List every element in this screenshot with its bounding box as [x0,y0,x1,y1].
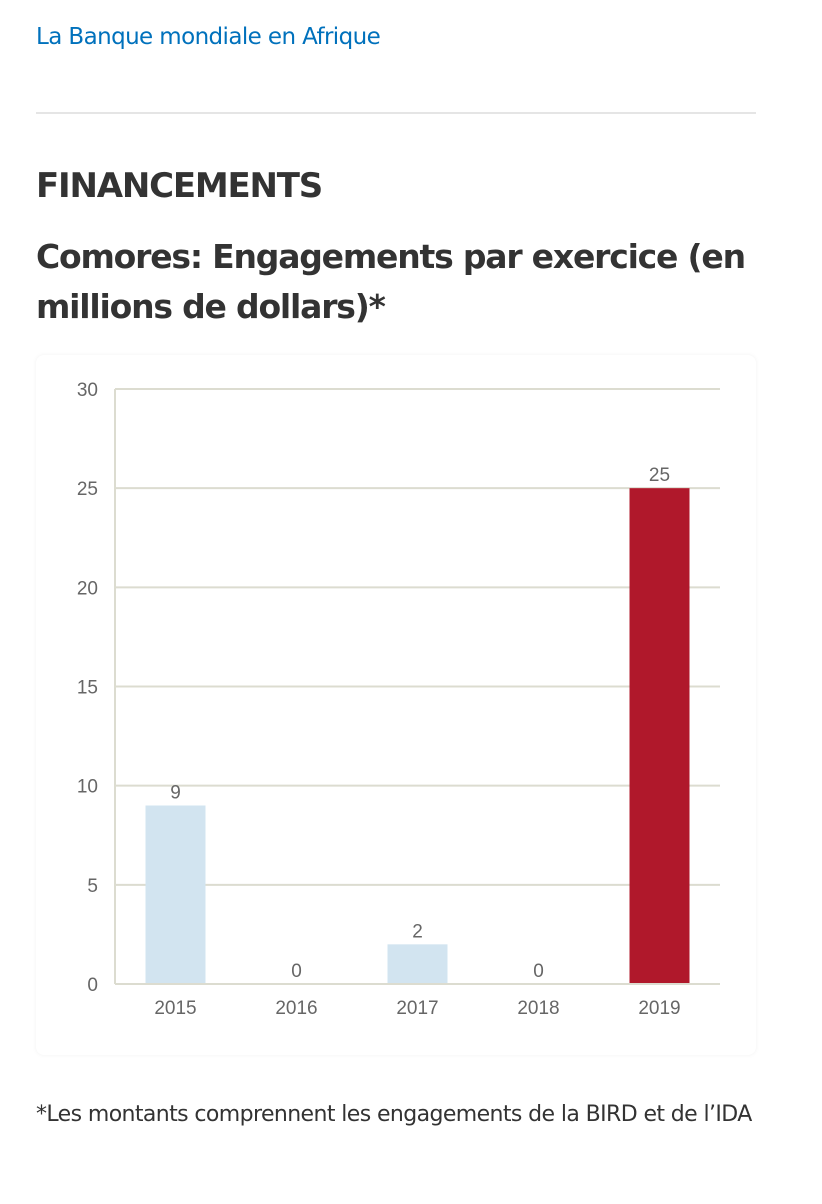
chart-title: Comores: Engagements par exercice (en mi… [36,237,746,326]
africa-link[interactable]: La Banque mondiale en Afrique [36,24,381,50]
x-tick-label: 2017 [396,998,438,1019]
data-label: 9 [170,783,181,804]
divider [36,112,756,114]
x-tick-label: 2015 [154,998,196,1019]
y-tick-label: 20 [77,578,98,599]
y-tick-label: 25 [77,479,98,500]
bar-2019 [629,488,690,983]
x-tick-label: 2019 [638,998,680,1019]
bar-2017 [387,944,448,983]
y-tick-label: 30 [77,380,98,401]
data-label: 0 [291,961,302,982]
footnote: *Les montants comprennent les engagement… [36,1102,752,1127]
data-label: 25 [649,465,670,486]
data-label: 0 [533,961,544,982]
y-tick-label: 5 [87,876,98,897]
y-tick-label: 0 [87,975,98,996]
x-tick-label: 2018 [517,998,559,1019]
section-title: FINANCEMENTS [36,166,323,206]
y-tick-label: 15 [77,678,98,699]
y-tick-label: 10 [77,777,98,798]
data-label: 2 [412,921,423,942]
x-tick-label: 2016 [275,998,317,1019]
bar-2015 [145,805,206,983]
